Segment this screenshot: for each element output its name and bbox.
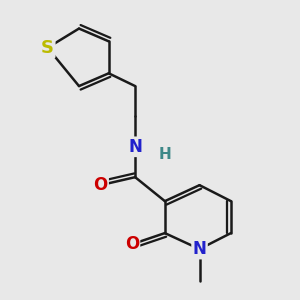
Text: N: N	[128, 138, 142, 156]
Text: H: H	[158, 147, 171, 162]
Text: O: O	[125, 235, 139, 253]
Text: O: O	[93, 176, 108, 194]
Text: N: N	[193, 240, 206, 258]
Text: S: S	[41, 39, 54, 57]
